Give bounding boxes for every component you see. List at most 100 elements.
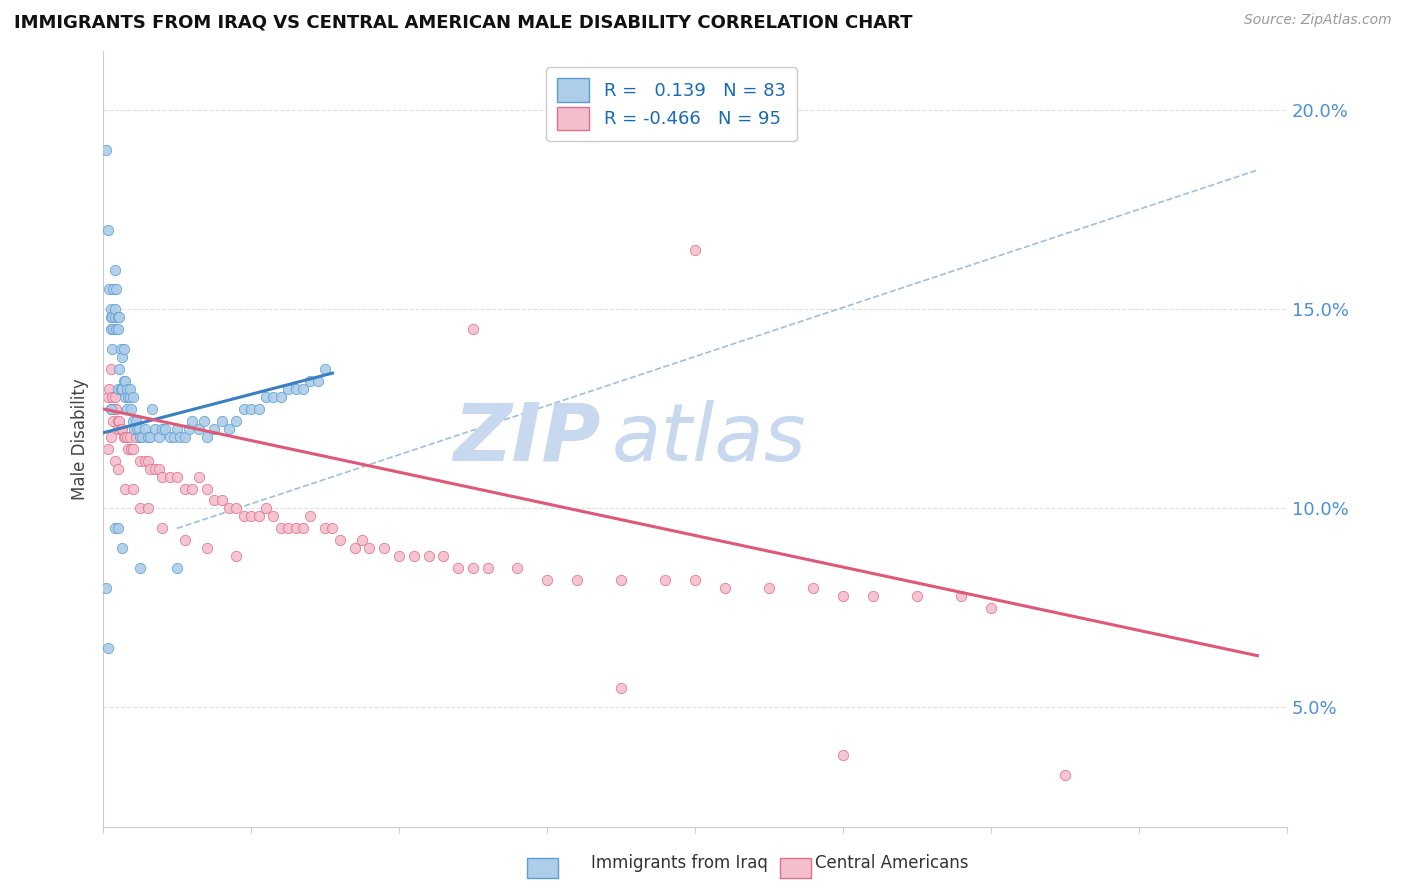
Point: [150, 422, 173, 436]
Point: [832, 589, 855, 603]
Point: [100, 401, 122, 416]
Point: [114, 374, 136, 388]
Point: [101, 401, 124, 416]
Point: [117, 390, 139, 404]
Point: [262, 390, 284, 404]
Point: [329, 533, 352, 548]
Y-axis label: Male Disability: Male Disability: [72, 378, 89, 500]
Text: IMMIGRANTS FROM IRAQ VS CENTRAL AMERICAN MALE DISABILITY CORRELATION CHART: IMMIGRANTS FROM IRAQ VS CENTRAL AMERICAN…: [14, 13, 912, 31]
Point: [173, 533, 195, 548]
Point: [388, 549, 411, 564]
Point: [291, 382, 314, 396]
Point: [180, 414, 202, 428]
Point: [159, 469, 181, 483]
Point: [100, 362, 122, 376]
Point: [111, 541, 134, 556]
Point: [104, 453, 127, 467]
Point: [98, 382, 121, 396]
Point: [134, 422, 156, 436]
Point: [103, 283, 125, 297]
Point: [177, 422, 200, 436]
Point: [284, 382, 307, 396]
Point: [110, 342, 132, 356]
Point: [97, 640, 120, 655]
Text: Immigrants from Iraq: Immigrants from Iraq: [591, 855, 768, 872]
Point: [118, 390, 141, 404]
Point: [112, 342, 135, 356]
Point: [103, 414, 125, 428]
Point: [188, 469, 211, 483]
Point: [232, 401, 254, 416]
Point: [100, 430, 122, 444]
Point: [343, 541, 366, 556]
Point: [402, 549, 425, 564]
Point: [299, 509, 322, 524]
Text: ZIP: ZIP: [453, 400, 600, 478]
Point: [180, 482, 202, 496]
Point: [314, 521, 336, 535]
Point: [110, 382, 132, 396]
Point: [129, 430, 152, 444]
Point: [108, 310, 131, 325]
Point: [654, 573, 676, 587]
Point: [134, 453, 156, 467]
Point: [107, 521, 129, 535]
Point: [1053, 768, 1076, 782]
Point: [461, 561, 484, 575]
Point: [155, 422, 177, 436]
Point: [121, 390, 143, 404]
Point: [447, 561, 470, 575]
Point: [461, 322, 484, 336]
Legend: R =   0.139   N = 83, R = -0.466   N = 95: R = 0.139 N = 83, R = -0.466 N = 95: [546, 68, 797, 141]
Point: [862, 589, 884, 603]
Point: [120, 442, 142, 456]
Point: [299, 374, 322, 388]
Point: [131, 430, 153, 444]
Point: [114, 430, 136, 444]
Point: [373, 541, 395, 556]
Point: [114, 482, 136, 496]
Point: [166, 469, 188, 483]
Point: [111, 382, 134, 396]
Point: [173, 482, 195, 496]
Point: [121, 482, 143, 496]
Point: [101, 390, 124, 404]
Point: [112, 430, 135, 444]
Point: [98, 283, 121, 297]
Point: [136, 501, 159, 516]
Point: [100, 302, 122, 317]
Point: [105, 322, 128, 336]
Point: [129, 453, 152, 467]
Point: [225, 549, 247, 564]
Point: [291, 521, 314, 535]
Point: [195, 430, 218, 444]
Point: [107, 310, 129, 325]
Point: [270, 521, 292, 535]
Point: [115, 430, 138, 444]
Point: [104, 390, 127, 404]
Point: [108, 414, 131, 428]
Point: [127, 422, 149, 436]
Point: [610, 681, 633, 695]
Point: [713, 581, 735, 595]
Point: [120, 401, 142, 416]
Point: [270, 390, 292, 404]
Point: [97, 223, 120, 237]
Point: [139, 461, 162, 475]
Point: [359, 541, 381, 556]
Point: [112, 374, 135, 388]
Point: [173, 430, 195, 444]
Point: [195, 482, 218, 496]
Point: [143, 461, 166, 475]
Point: [107, 461, 129, 475]
Point: [136, 453, 159, 467]
Point: [136, 430, 159, 444]
Point: [129, 561, 152, 575]
Point: [108, 362, 131, 376]
Point: [115, 382, 138, 396]
Point: [477, 561, 499, 575]
Point: [432, 549, 454, 564]
Point: [128, 422, 150, 436]
Point: [100, 401, 122, 416]
Point: [141, 401, 163, 416]
